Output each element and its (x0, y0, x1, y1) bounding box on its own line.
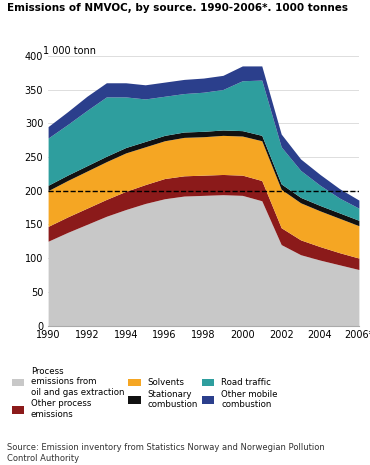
Legend: Process
emissions from
oil and gas extraction, Other process
emissions, Solvents: Process emissions from oil and gas extra… (12, 367, 277, 419)
Text: Emissions of NMVOC, by source. 1990-2006*. 1000 tonnes: Emissions of NMVOC, by source. 1990-2006… (7, 3, 349, 13)
Text: Source: Emission inventory from Statistics Norway and Norwegian Pollution
Contro: Source: Emission inventory from Statisti… (7, 443, 325, 463)
Text: 1 000 tonn: 1 000 tonn (43, 46, 95, 57)
